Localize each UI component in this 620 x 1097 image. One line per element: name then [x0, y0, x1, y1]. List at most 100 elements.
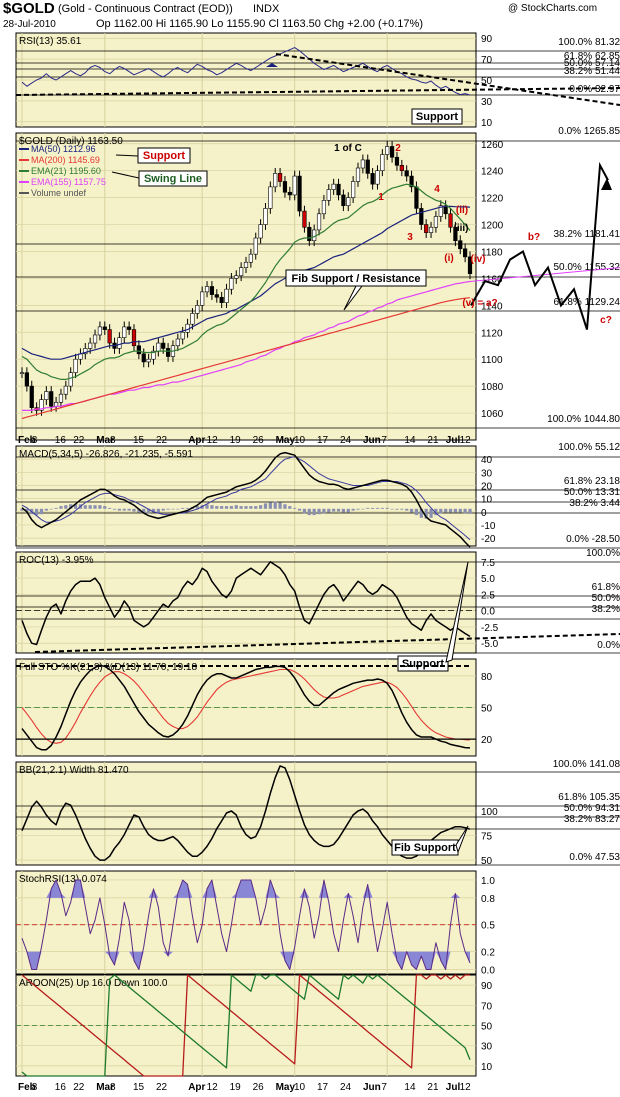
wave-label: 1 of C: [334, 143, 362, 154]
price-bar: [463, 248, 468, 258]
macd-histogram-bar: [463, 508, 467, 514]
macd-histogram-bar: [220, 506, 224, 509]
price-bar: [268, 186, 273, 209]
macd-histogram-bar: [429, 508, 433, 518]
rsi-support-note: Support: [416, 111, 458, 123]
macd-histogram-bar: [244, 506, 248, 509]
lower-x-tick: 7: [381, 1082, 387, 1093]
lower-x-tick: 26: [253, 1082, 265, 1093]
macd-histogram-bar: [371, 507, 375, 509]
y-tick-label: 70: [481, 1001, 493, 1012]
fib-level-label: 50.0% 13.31: [564, 487, 620, 498]
macd-histogram-bar: [249, 506, 253, 509]
price-bar: [73, 358, 78, 373]
macd-histogram-bar: [468, 508, 472, 514]
price-bar: [92, 334, 98, 344]
macd-histogram-bar: [458, 508, 462, 513]
y-tick-label: 80: [481, 672, 493, 683]
upper-x-tick: 10: [294, 435, 306, 446]
quote-line: Op 1162.00 Hi 1165.90 Lo 1155.90 Cl 1163…: [96, 18, 423, 30]
price-bar: [380, 154, 385, 172]
price-bar: [419, 208, 424, 225]
price-bar: [253, 237, 258, 255]
price-bar: [146, 358, 151, 363]
macd-histogram-bar: [20, 508, 24, 511]
macd-histogram-bar: [171, 508, 175, 510]
panel-title-macd: MACD(5,34,5) -26.826, -21.235, -5.591: [19, 449, 193, 460]
macd-histogram-bar: [147, 508, 151, 514]
panel-title-sto: Full STO %K(21,8) %D(13) 11.70, 19.18: [19, 662, 197, 673]
brand-label: @ StockCharts.com: [508, 3, 598, 14]
fib-level-label: 50.0% 1155.32: [553, 262, 620, 273]
macd-signal-line: [21, 456, 471, 541]
macd-histogram-bar: [361, 508, 365, 510]
price-bar: [102, 326, 107, 330]
sto-k-line: [21, 664, 471, 751]
macd-histogram-bar: [185, 507, 190, 509]
macd-histogram-bar: [229, 506, 233, 509]
macd-histogram-bar: [273, 501, 277, 509]
price-bar: [336, 183, 341, 196]
price-bar: [287, 191, 292, 196]
y-tick-label: 90: [481, 981, 493, 992]
symbol-title: $GOLD: [3, 0, 55, 17]
macd-histogram-bar: [263, 503, 268, 509]
macd-histogram-bar: [395, 508, 399, 510]
macd-histogram-bar: [73, 504, 78, 509]
price-bar: [68, 372, 73, 387]
y-tick-label: 7.5: [481, 558, 495, 569]
fib-level-label: 100.0% 141.08: [553, 759, 620, 770]
fib-level-label: 38.2% 1181.41: [553, 229, 620, 240]
fib-level-label: 61.8% 23.18: [564, 476, 620, 487]
ema155-extension: [469, 267, 620, 282]
rsi-support-note-box: [411, 108, 463, 125]
fib-level-label: 0.0%: [597, 640, 620, 651]
fib-level-label: 38.2% 83.27: [564, 814, 620, 825]
price-bar: [239, 267, 244, 277]
upper-x-tick: 24: [340, 435, 352, 446]
fib-level-label: 100.0%: [586, 548, 620, 559]
price-bar: [204, 286, 210, 293]
y-tick-label: 10: [481, 1062, 493, 1073]
fib-level-label: 38.2%: [592, 604, 620, 615]
lower-x-tick: 12: [460, 1082, 472, 1093]
callout-pointer: [445, 561, 469, 663]
exchange-label: INDX: [253, 3, 280, 15]
price-swing-line-note-box: [138, 170, 208, 187]
price-support-note: Support: [143, 150, 185, 162]
macd-histogram-bar: [439, 508, 443, 514]
y-tick-label: 1.0: [481, 876, 495, 887]
fib-level-label: 100.0% 55.12: [558, 442, 620, 453]
y-tick-label: 10: [481, 495, 493, 506]
macd-histogram-bar: [151, 508, 156, 513]
rsi-peak-marker: [266, 63, 278, 67]
macd-histogram-bar: [366, 507, 370, 509]
y-tick-label: -20: [481, 534, 496, 545]
price-bar: [428, 226, 434, 233]
y-tick-label: 1240: [481, 167, 504, 178]
instrument-name: (Gold - Continuous Contract (EOD)): [58, 3, 233, 15]
y-tick-label: 1060: [481, 409, 504, 420]
price-bar: [385, 146, 390, 155]
price-bar: [331, 183, 336, 190]
price-bar: [316, 213, 322, 231]
fib-level-label: 50.0%: [592, 593, 620, 604]
lower-x-tick: Jun: [363, 1082, 381, 1093]
price-bar: [248, 253, 253, 263]
fib-level-label: 61.8%: [592, 582, 620, 593]
lower-x-tick: May: [276, 1082, 296, 1093]
fib-support-resistance-note: Fib Support / Resistance: [292, 273, 421, 285]
price-bar: [156, 342, 161, 352]
price-bar: [424, 224, 429, 233]
price-bar: [292, 175, 297, 196]
upper-x-tick: 12: [460, 435, 472, 446]
macd-histogram-bar: [205, 504, 209, 509]
date-label: 28-Jul-2010: [3, 19, 56, 30]
upper-x-tick: Jul: [446, 435, 461, 446]
macd-histogram-bar: [254, 506, 258, 509]
projection-arrowhead: [601, 178, 612, 190]
upper-x-tick: 12: [207, 435, 219, 446]
price-bar: [63, 385, 68, 395]
upper-x-tick: 22: [73, 435, 85, 446]
lower-x-tick: Feb: [18, 1082, 36, 1093]
